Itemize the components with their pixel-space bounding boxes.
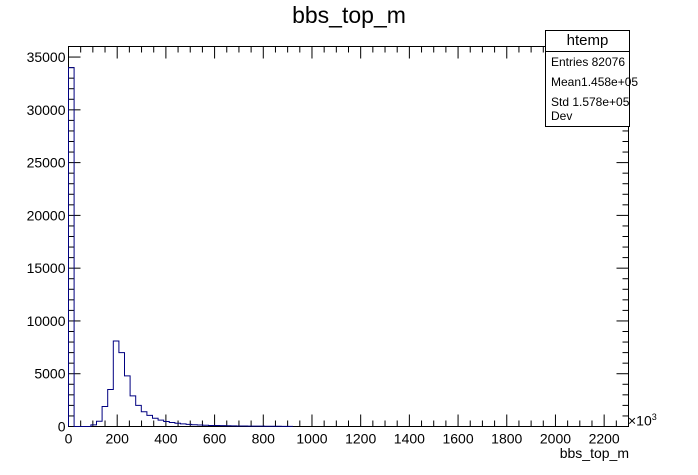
y-tick-label: 5000	[34, 366, 65, 382]
x-tick-label: 0	[65, 431, 73, 447]
x-tick-label: 1800	[491, 431, 522, 447]
y-tick-label: 20000	[27, 207, 66, 223]
x-tick-label: 2000	[540, 431, 571, 447]
x-tick-label: 600	[203, 431, 227, 447]
x-tick-label: 400	[154, 431, 178, 447]
stats-value: 1.458e+05	[581, 75, 639, 89]
x-multiplier-exponent: 3	[651, 412, 657, 422]
x-tick-label: 1600	[442, 431, 473, 447]
stats-row-mean: Mean 1.458e+05	[546, 72, 638, 92]
stats-row-entries: Entries 82076	[546, 52, 629, 72]
stats-label: Std Dev	[551, 95, 573, 123]
x-tick-label: 800	[252, 431, 276, 447]
stats-label: Mean	[551, 75, 582, 89]
stats-value: 82076	[591, 55, 625, 69]
x-axis-multiplier: ×103	[628, 412, 657, 429]
stats-row-stddev: Std Dev 1.578e+05	[546, 92, 629, 126]
x-tick-label: 1000	[296, 431, 327, 447]
stats-box-title: htemp	[546, 31, 629, 52]
stats-box: htemp Entries 82076 Mean 1.458e+05 Std D…	[545, 30, 638, 127]
tick-labels: 0 200 400 600 800 1000 1200 1400 1600 1800 2000 220…	[27, 49, 620, 446]
y-tick-label: 25000	[27, 155, 66, 171]
y-tick-label: 15000	[27, 260, 66, 276]
chart-title: bbs_top_m	[292, 2, 406, 28]
x-tick-label: 1200	[345, 431, 376, 447]
y-tick-label: 35000	[27, 49, 66, 65]
y-tick-label: 30000	[27, 102, 66, 118]
x-tick-label: 200	[106, 431, 130, 447]
x-tick-label: 1400	[394, 431, 425, 447]
y-tick-label: 0	[58, 419, 66, 435]
y-tick-label: 10000	[27, 313, 66, 329]
stats-label: Entries	[551, 55, 589, 69]
x-axis-label: bbs_top_m	[559, 445, 629, 461]
x-multiplier-base: ×10	[628, 412, 652, 429]
histogram-line	[68, 67, 293, 427]
x-tick-label: 2200	[589, 431, 620, 447]
stats-value: 1.578e+05	[572, 95, 630, 109]
